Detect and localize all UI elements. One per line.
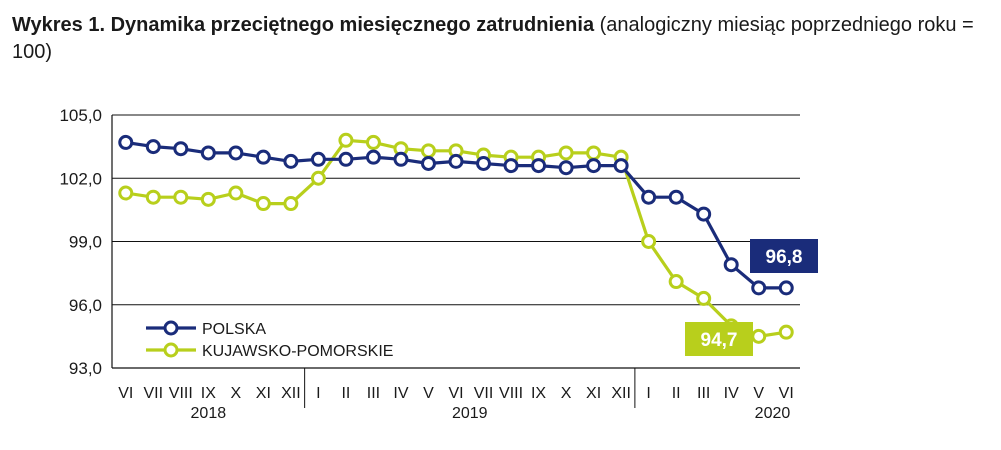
chart-title: Wykres 1. Dynamika przeciętnego miesięcz…: [12, 12, 997, 66]
legend-label: POLSKA: [202, 321, 266, 338]
data-point: [310, 151, 326, 167]
data-point: [173, 141, 189, 157]
legend-marker: [163, 320, 179, 336]
x-tick-label: VI: [448, 385, 463, 402]
data-point: [531, 158, 547, 174]
data-point: [393, 151, 409, 167]
grid: [112, 114, 800, 369]
value-callout-label: 96,8: [766, 247, 803, 268]
y-tick-label: 105,0: [59, 106, 102, 125]
data-point: [310, 170, 326, 186]
value-callout-box: [750, 239, 818, 273]
annotations: 96,8 94,7: [685, 239, 818, 356]
x-tick-label: X: [231, 385, 242, 402]
x-tick-label: VII: [474, 385, 494, 402]
x-tick-label: I: [316, 385, 320, 402]
x-tick-label: XI: [256, 385, 271, 402]
x-tick-label: XII: [611, 385, 631, 402]
x-tick-label: XII: [281, 385, 301, 402]
data-point: [613, 158, 629, 174]
data-point: [255, 149, 271, 165]
data-point: [558, 160, 574, 176]
data-point: [586, 145, 602, 161]
data-point: [558, 145, 574, 161]
x-tick-label: V: [423, 385, 434, 402]
data-point: [641, 234, 657, 249]
data-point: [448, 153, 464, 169]
data-point: [778, 280, 794, 296]
data-point: [751, 280, 767, 296]
data-point: [668, 189, 684, 205]
data-point: [173, 189, 189, 205]
data-point: [365, 149, 381, 165]
y-tick-label: 96,0: [69, 296, 102, 315]
x-tick-label: IV: [393, 385, 408, 402]
data-point: [751, 328, 767, 344]
x-tick-label: VIII: [169, 385, 193, 402]
data-point: [228, 145, 244, 161]
x-tick-label: VIII: [499, 385, 523, 402]
data-point: [145, 139, 161, 155]
data-point: [118, 185, 134, 201]
data-point: [200, 191, 216, 207]
data-point: [145, 189, 161, 205]
x-tick-label: V: [753, 385, 764, 402]
legend-label: KUJAWSKO-POMORSKIE: [202, 343, 393, 360]
x-tick-label: IV: [724, 385, 739, 402]
x-tick-label: XI: [586, 385, 601, 402]
data-point: [255, 196, 271, 212]
data-point: [668, 274, 684, 290]
year-label: 2019: [452, 405, 488, 422]
legend-marker: [163, 342, 179, 358]
chart-title-rest: (analogiczny miesiąc poprzedniego roku =…: [12, 14, 974, 63]
series: [118, 132, 794, 344]
data-point: [365, 134, 381, 150]
x-tick-label: III: [697, 385, 710, 402]
x-tick-label: IX: [531, 385, 546, 402]
data-point: [696, 290, 712, 306]
data-point: [283, 196, 299, 212]
data-point: [200, 145, 216, 161]
data-point: [641, 189, 657, 205]
legend: POLSKA KUJAWSKO-POMORSKIE: [146, 320, 393, 360]
data-point: [338, 132, 354, 148]
x-tick-label: III: [367, 385, 380, 402]
data-point: [696, 206, 712, 222]
data-point: [118, 134, 134, 150]
data-point: [283, 153, 299, 169]
y-tick-label: 99,0: [69, 233, 102, 252]
value-callout-box: [685, 322, 753, 356]
x-tick-label: VI: [779, 385, 794, 402]
x-tick-label: II: [341, 385, 350, 402]
data-point: [420, 143, 436, 159]
x-tick-label: IX: [201, 385, 216, 402]
data-point: [586, 158, 602, 174]
value-callout-label: 94,7: [701, 330, 738, 351]
data-point: [338, 151, 354, 167]
year-label: 2018: [191, 405, 227, 422]
x-tick-label: I: [646, 385, 650, 402]
y-tick-label: 102,0: [59, 169, 102, 188]
x-tick-label: VII: [143, 385, 163, 402]
data-point: [228, 185, 244, 201]
data-point: [723, 257, 739, 273]
x-tick-label: II: [672, 385, 681, 402]
year-label: 2020: [755, 405, 791, 422]
data-point: [476, 155, 492, 171]
series-line: [125, 138, 787, 338]
data-point: [778, 324, 794, 340]
x-tick-label: X: [561, 385, 572, 402]
data-point: [503, 158, 519, 174]
data-point: [420, 155, 436, 171]
y-tick-label: 93,0: [69, 359, 102, 378]
chart-title-bold: Wykres 1. Dynamika przeciętnego miesięcz…: [12, 14, 595, 36]
x-tick-label: VI: [118, 385, 133, 402]
